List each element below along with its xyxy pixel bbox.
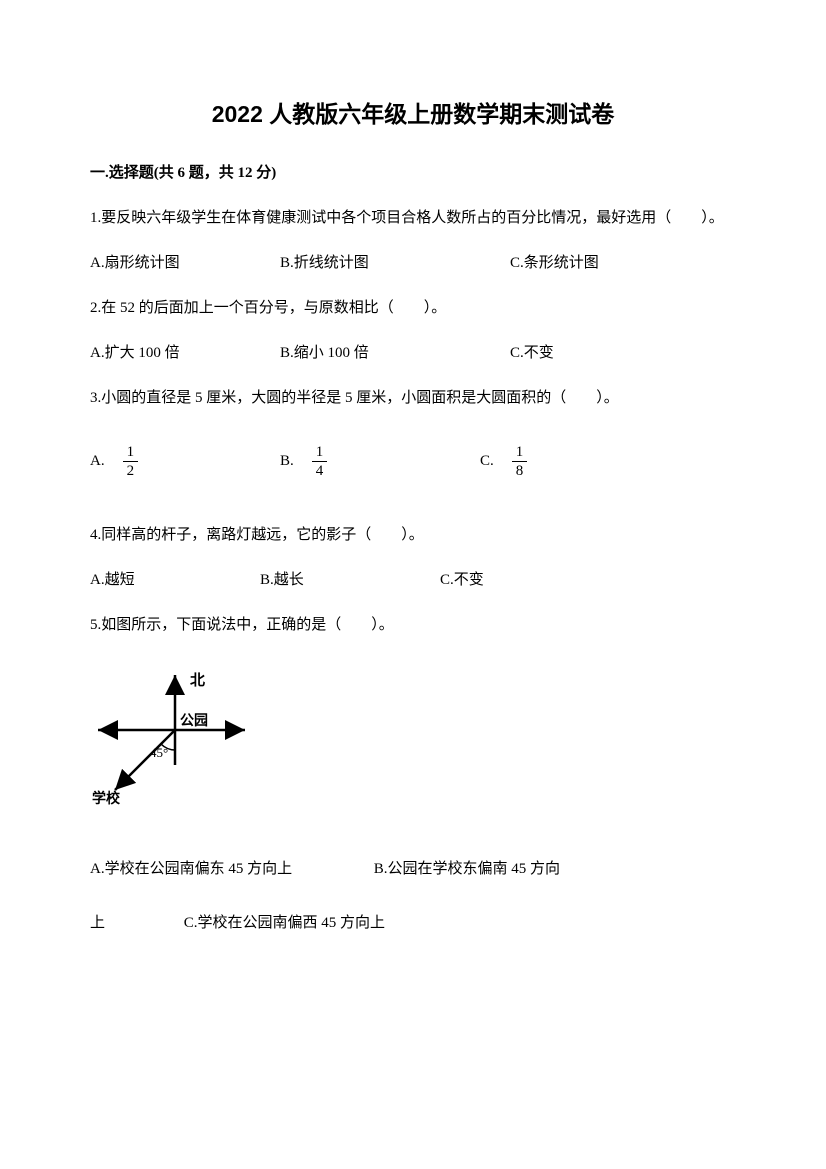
- q3-c-label: C.: [480, 449, 494, 473]
- q3-option-a: A. 1 2: [90, 443, 280, 480]
- question-4: 4.同样高的杆子，离路灯越远，它的影子（ ）。: [90, 520, 736, 550]
- question-2-options: A.扩大 100 倍 B.缩小 100 倍 C.不变: [90, 341, 736, 365]
- q2-option-a: A.扩大 100 倍: [90, 341, 280, 365]
- q2-option-c: C.不变: [510, 341, 690, 365]
- park-label: 公园: [180, 713, 208, 729]
- q1-option-c: C.条形统计图: [510, 251, 690, 275]
- school-direction-line: [115, 730, 175, 790]
- page-title: 2022 人教版六年级上册数学期末测试卷: [90, 96, 736, 133]
- q4-option-a: A.越短: [90, 568, 260, 592]
- q5-option-b-cont: 上: [90, 902, 180, 944]
- fraction-b-num: 1: [312, 443, 328, 462]
- question-5: 5.如图所示，下面说法中，正确的是（ ）。: [90, 610, 736, 640]
- question-1-options: A.扇形统计图 B.折线统计图 C.条形统计图: [90, 251, 736, 275]
- north-label: 北: [190, 672, 205, 689]
- q3-b-label: B.: [280, 449, 294, 473]
- q3-a-label: A.: [90, 449, 105, 473]
- fraction-a: 1 2: [123, 443, 139, 480]
- q2-option-b: B.缩小 100 倍: [280, 341, 510, 365]
- q4-option-c: C.不变: [440, 568, 484, 592]
- question-1: 1.要反映六年级学生在体育健康测试中各个项目合格人数所占的百分比情况，最好选用（…: [90, 203, 736, 233]
- fraction-c-num: 1: [512, 443, 528, 462]
- q5-option-b: B.公园在学校东偏南 45 方向: [374, 848, 560, 890]
- question-3-options: A. 1 2 B. 1 4 C. 1 8: [90, 443, 736, 480]
- question-5-options: A.学校在公园南偏东 45 方向上 B.公园在学校东偏南 45 方向 上 C.学…: [90, 848, 736, 944]
- question-2: 2.在 52 的后面加上一个百分号，与原数相比（ ）。: [90, 293, 736, 323]
- fraction-a-num: 1: [123, 443, 139, 462]
- q1-option-b: B.折线统计图: [280, 251, 510, 275]
- fraction-c: 1 8: [512, 443, 528, 480]
- q4-option-b: B.越长: [260, 568, 440, 592]
- q5-option-a: A.学校在公园南偏东 45 方向上: [90, 848, 370, 890]
- q3-option-b: B. 1 4: [280, 443, 480, 480]
- school-label: 学校: [92, 790, 121, 805]
- fraction-b: 1 4: [312, 443, 328, 480]
- compass-diagram-svg: 北 公园 45° 学校: [90, 665, 270, 805]
- q3-option-c: C. 1 8: [480, 443, 660, 480]
- question-3: 3.小圆的直径是 5 厘米，大圆的半径是 5 厘米，小圆面积是大圆面积的（ ）。: [90, 383, 736, 413]
- q1-option-a: A.扇形统计图: [90, 251, 280, 275]
- fraction-a-den: 2: [123, 462, 139, 480]
- section-header: 一.选择题(共 6 题，共 12 分): [90, 161, 736, 185]
- fraction-b-den: 4: [312, 462, 328, 480]
- fraction-c-den: 8: [512, 462, 528, 480]
- q5-diagram: 北 公园 45° 学校: [90, 665, 736, 813]
- q5-option-c: C.学校在公园南偏西 45 方向上: [184, 915, 385, 931]
- question-4-options: A.越短 B.越长 C.不变: [90, 568, 736, 592]
- angle-label: 45°: [150, 745, 168, 760]
